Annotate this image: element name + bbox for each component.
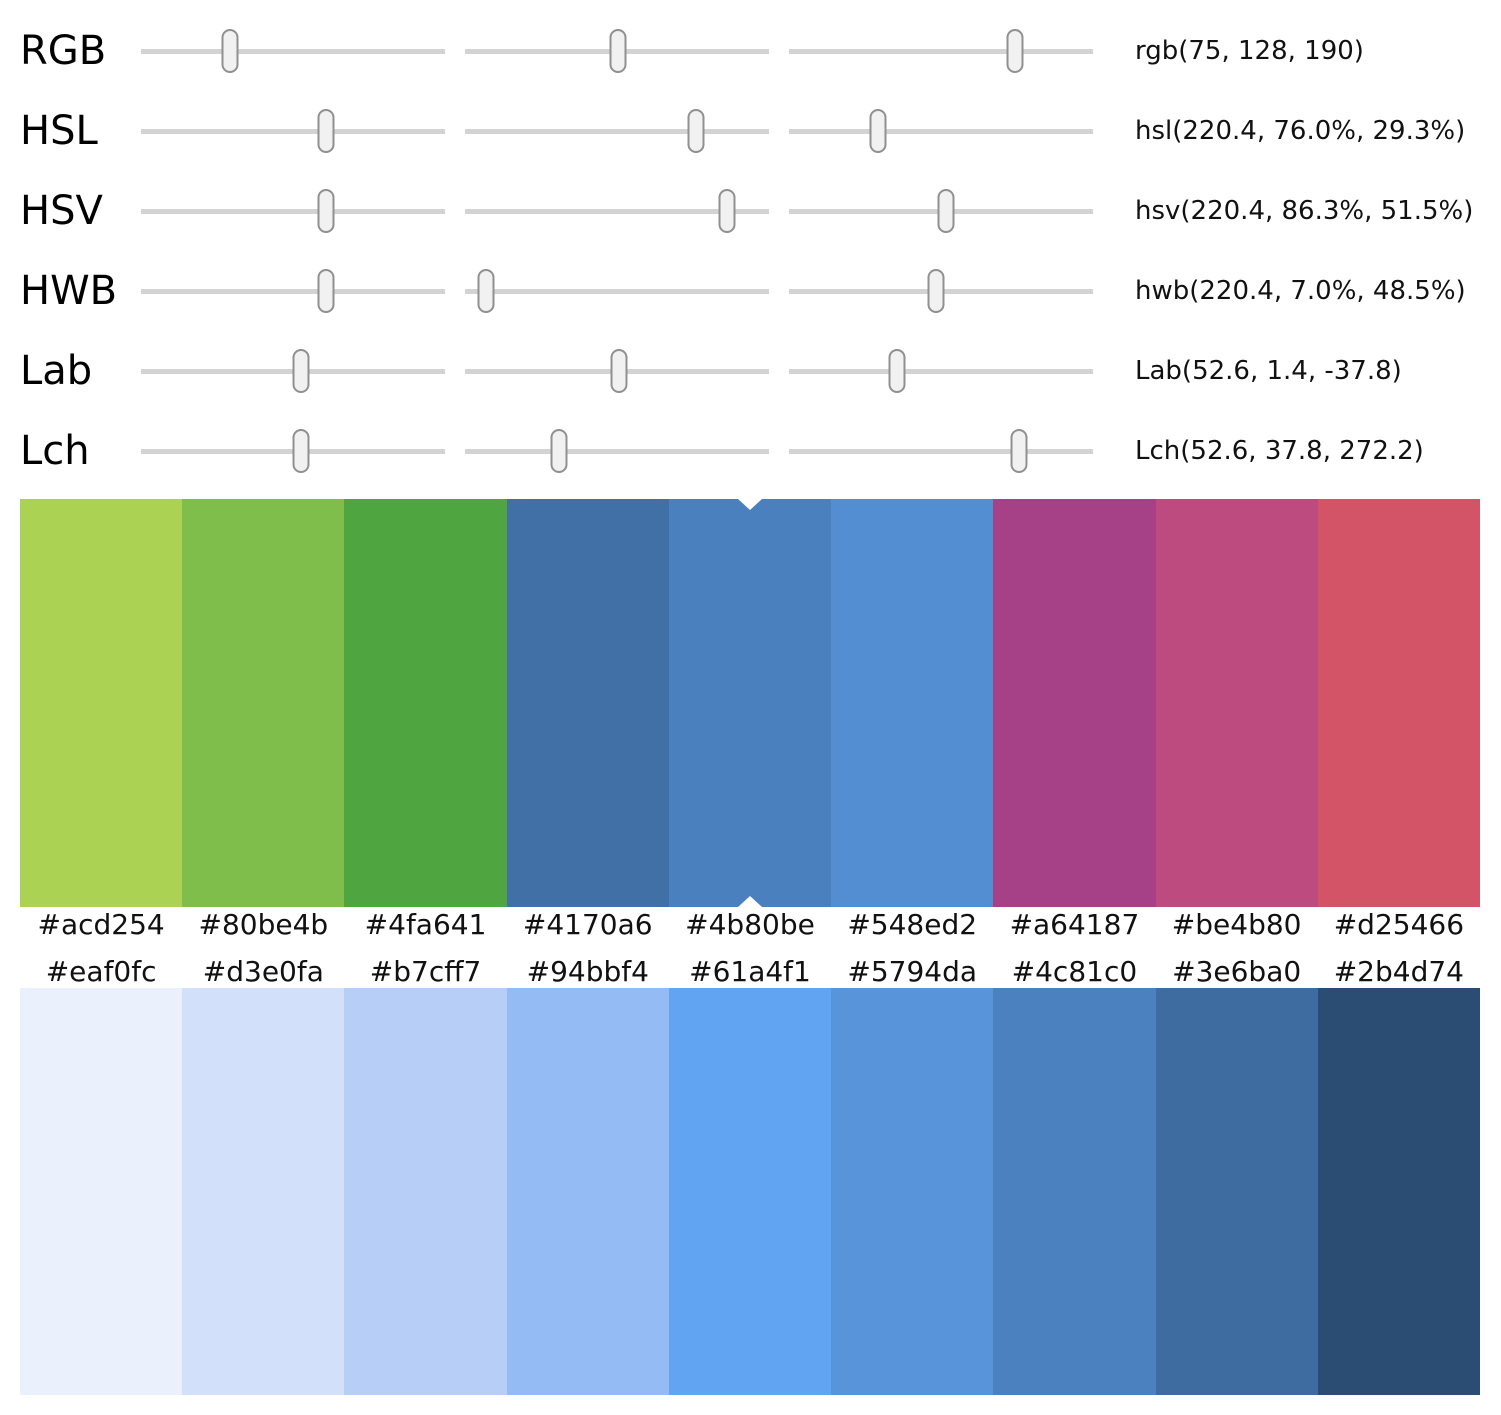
hsl-value-readout: hsl(220.4, 76.0%, 29.3%) — [1135, 116, 1466, 146]
hsv-s-slider-thumb[interactable] — [718, 189, 736, 233]
lightness-swatch-4[interactable] — [506, 988, 669, 1395]
hsl-s-slider-thumb[interactable] — [687, 109, 705, 153]
slider-row-lch: Lch Lch(52.6, 37.8, 272.2) — [0, 411, 1501, 491]
rgb-g-slider-thumb[interactable] — [609, 29, 627, 73]
lightness-swatch-5[interactable] — [668, 988, 832, 1395]
lab-a-slider-track[interactable] — [465, 349, 769, 393]
hue-swatch-3[interactable] — [344, 499, 507, 907]
hue-swatch-5-selected[interactable] — [668, 499, 832, 907]
lch-l-slider-track[interactable] — [141, 429, 445, 473]
hex-label: #a64187 — [1009, 908, 1140, 941]
lch-c-slider-thumb[interactable] — [550, 429, 568, 473]
hsl-h-slider-track[interactable] — [141, 109, 445, 153]
hex-label: #be4b80 — [1171, 908, 1302, 941]
rgb-b-slider-track[interactable] — [789, 29, 1093, 73]
lightness-swatch-7[interactable] — [993, 988, 1156, 1395]
hwb-value-readout: hwb(220.4, 7.0%, 48.5%) — [1135, 276, 1466, 306]
hex-label: #2b4d74 — [1333, 955, 1464, 988]
rgb-value-readout: rgb(75, 128, 190) — [1135, 36, 1364, 66]
hue-palette-hex-labels: #acd254 #80be4b #4fa641 #4170a6 #4b80be … — [20, 906, 1480, 944]
lch-value-readout: Lch(52.6, 37.8, 272.2) — [1135, 436, 1424, 466]
hwb-w-slider-thumb[interactable] — [477, 269, 495, 313]
hwb-w-slider-track[interactable] — [465, 269, 769, 313]
lab-l-slider-thumb[interactable] — [292, 349, 310, 393]
hsv-h-slider-thumb[interactable] — [317, 189, 335, 233]
hwb-b-slider-thumb[interactable] — [927, 269, 945, 313]
hex-label: #548ed2 — [847, 908, 978, 941]
hsv-h-slider-track[interactable] — [141, 189, 445, 233]
hex-label: #4c81c0 — [1011, 955, 1138, 988]
lightness-swatch-2[interactable] — [182, 988, 345, 1395]
colorspace-label-hwb: HWB — [20, 268, 118, 314]
colorspace-label-rgb: RGB — [20, 28, 107, 74]
lch-h-slider-track[interactable] — [789, 429, 1093, 473]
lab-value-readout: Lab(52.6, 1.4, -37.8) — [1135, 356, 1402, 386]
hue-swatch-8[interactable] — [1155, 499, 1318, 907]
hex-label: #94bbf4 — [526, 955, 649, 988]
hwb-b-slider-track[interactable] — [789, 269, 1093, 313]
colorspace-label-lab: Lab — [20, 348, 93, 394]
lightness-swatch-9[interactable] — [1317, 988, 1480, 1395]
hex-label: #eaf0fc — [45, 955, 157, 988]
hex-label: #3e6ba0 — [1172, 955, 1302, 988]
lch-c-slider-track[interactable] — [465, 429, 769, 473]
hsl-h-slider-thumb[interactable] — [317, 109, 335, 153]
lightness-palette — [20, 988, 1480, 1395]
lch-l-slider-thumb[interactable] — [292, 429, 310, 473]
hex-label: #4b80be — [685, 908, 815, 941]
slider-row-lab: Lab Lab(52.6, 1.4, -37.8) — [0, 331, 1501, 411]
rgb-r-slider-track[interactable] — [141, 29, 445, 73]
hex-label: #80be4b — [198, 908, 329, 941]
colorspace-label-hsv: HSV — [20, 188, 103, 234]
lightness-swatch-3[interactable] — [344, 988, 507, 1395]
lightness-swatch-1[interactable] — [20, 988, 183, 1395]
slider-row-hsv: HSV hsv(220.4, 86.3%, 51.5%) — [0, 171, 1501, 251]
lab-b-slider-track[interactable] — [789, 349, 1093, 393]
lab-a-slider-thumb[interactable] — [610, 349, 628, 393]
rgb-r-slider-thumb[interactable] — [221, 29, 239, 73]
colorspace-label-hsl: HSL — [20, 108, 98, 154]
hwb-h-slider-thumb[interactable] — [317, 269, 335, 313]
lightness-swatch-8[interactable] — [1155, 988, 1318, 1395]
selected-swatch-notch-top-icon — [737, 499, 762, 510]
hex-label: #acd254 — [37, 908, 165, 941]
lab-l-slider-track[interactable] — [141, 349, 445, 393]
hsv-s-slider-track[interactable] — [465, 189, 769, 233]
hsl-l-slider-track[interactable] — [789, 109, 1093, 153]
rgb-g-slider-track[interactable] — [465, 29, 769, 73]
lab-b-slider-thumb[interactable] — [888, 349, 906, 393]
hex-label: #4fa641 — [364, 908, 487, 941]
hsv-value-readout: hsv(220.4, 86.3%, 51.5%) — [1135, 196, 1474, 226]
hsl-l-slider-thumb[interactable] — [869, 109, 887, 153]
lightness-swatch-6[interactable] — [831, 988, 994, 1395]
hex-label: #d25466 — [1333, 908, 1465, 941]
hex-label: #61a4f1 — [689, 955, 811, 988]
hue-swatch-4[interactable] — [506, 499, 669, 907]
selected-swatch-notch-bottom-icon — [737, 896, 762, 907]
hue-swatch-6[interactable] — [831, 499, 994, 907]
hsv-v-slider-track[interactable] — [789, 189, 1093, 233]
colorspace-label-lch: Lch — [20, 428, 90, 474]
hue-palette — [20, 499, 1480, 907]
slider-row-hsl: HSL hsl(220.4, 76.0%, 29.3%) — [0, 91, 1501, 171]
hwb-h-slider-track[interactable] — [141, 269, 445, 313]
hue-swatch-7[interactable] — [993, 499, 1156, 907]
lightness-palette-hex-labels: #eaf0fc #d3e0fa #b7cff7 #94bbf4 #61a4f1 … — [20, 953, 1480, 991]
hue-swatch-9[interactable] — [1317, 499, 1480, 907]
hex-label: #5794da — [847, 955, 978, 988]
hex-label: #d3e0fa — [202, 955, 324, 988]
hue-swatch-2[interactable] — [182, 499, 345, 907]
slider-row-hwb: HWB hwb(220.4, 7.0%, 48.5%) — [0, 251, 1501, 331]
slider-row-rgb: RGB rgb(75, 128, 190) — [0, 11, 1501, 91]
hsv-v-slider-thumb[interactable] — [937, 189, 955, 233]
hsl-s-slider-track[interactable] — [465, 109, 769, 153]
lch-h-slider-thumb[interactable] — [1010, 429, 1028, 473]
hue-swatch-1[interactable] — [20, 499, 183, 907]
hex-label: #b7cff7 — [369, 955, 482, 988]
rgb-b-slider-thumb[interactable] — [1006, 29, 1024, 73]
hex-label: #4170a6 — [522, 908, 653, 941]
